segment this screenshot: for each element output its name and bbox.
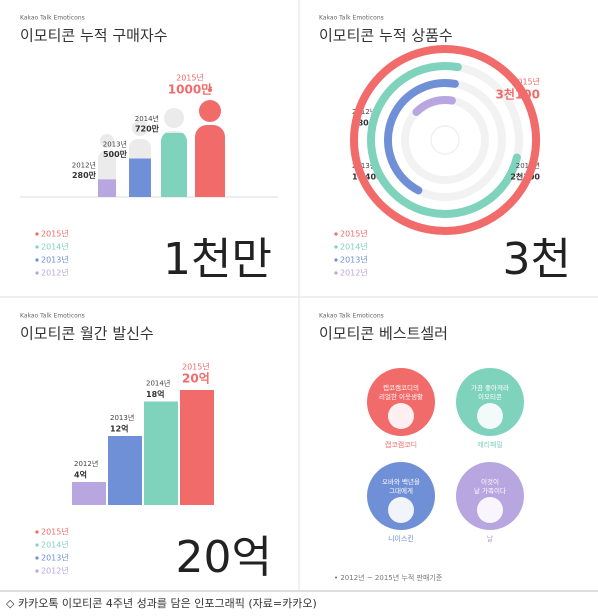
legend-dot [334,271,338,275]
item-quote: 이모티콘 [478,392,502,401]
figure-fill [98,179,116,197]
item-circle [367,368,435,436]
year-label: 2014년 [516,161,540,170]
legend-label: 2013년 [41,553,69,563]
item-quote: 날 가족이다 [474,486,506,495]
item-name: 날 [487,534,494,543]
year-label: 2014년 [135,114,159,123]
value-label: 1천400 [352,172,382,182]
item-quote: 이것이 [481,477,499,486]
legend-label: 2012년 [340,268,368,278]
year-label: 2013년 [352,161,376,170]
legend-label: 2014년 [41,540,69,550]
subtitle: Kakao Talk Emoticons [319,15,384,22]
headline: 1천만 [163,234,272,285]
figure-fill [161,132,187,197]
pointer-dot [208,88,212,92]
legend-dot [334,258,338,262]
legend-dot [334,232,338,236]
legend-dot [35,530,39,534]
value-label: 12억 [110,424,129,434]
legend-label: 2013년 [41,255,69,265]
value-label: 280만 [72,170,97,180]
ring-arc [367,62,521,218]
subtitle: Kakao Talk Emoticons [20,313,85,320]
legend-label: 2015년 [340,229,368,239]
item-name: 캡코캠코디 [385,440,417,449]
headline: 20억 [176,532,272,583]
legend-dot [334,245,338,249]
year-label: 2015년 [176,73,204,83]
year-label: 2013년 [110,413,134,422]
legend-dot [35,232,39,236]
face [430,125,460,155]
subtitle: Kakao Talk Emoticons [319,313,384,320]
legend-dot [35,543,39,547]
bar [144,401,178,505]
bar [108,436,142,505]
subtitle: Kakao Talk Emoticons [20,15,85,22]
item-face [388,497,414,523]
value-label: 500만 [103,149,128,159]
legend-label: 2013년 [340,255,368,265]
legend-label: 2012년 [41,566,69,576]
item-circle [456,462,524,530]
item-face [477,497,503,523]
figure [161,108,187,197]
value-label: 20억 [182,372,210,386]
legend-label: 2014년 [340,242,368,252]
value-label: 720만 [135,123,160,133]
figure-fill [129,158,151,197]
year-label: 2012년 [352,107,376,116]
legend-label: 2015년 [41,527,69,537]
legend-dot [35,569,39,573]
title: 이모티콘 누적 상품수 [319,27,453,45]
year-label: 2014년 [146,379,170,388]
figure [195,100,225,197]
ring-arc [350,45,540,235]
item-name: 제리패밀 [477,440,503,449]
legend-dot [35,271,39,275]
value-label: 4억 [74,470,87,480]
legend-dot [35,245,39,249]
item-name: 니이스킨 [388,534,414,543]
year-label: 2013년 [103,140,127,149]
headline: 3천 [503,234,571,285]
year-label: 2015년 [512,77,540,87]
item-face [388,403,414,429]
item-quote: 캡코캠코디의 [383,383,419,392]
item-circle [367,462,435,530]
title: 이모티콘 베스트셀러 [319,325,448,343]
item-quote: 오바와 백년을 [382,477,420,486]
legend-label: 2012년 [41,268,69,278]
year-label: 2012년 [74,459,98,468]
item-circle [456,368,524,436]
value-label: 1000만 [168,82,212,97]
bar [180,390,214,505]
value-label: 18억 [146,389,165,399]
title: 이모티콘 누적 구매자수 [20,27,168,45]
legend-dot [35,556,39,560]
item-quote: 그대에게 [389,486,413,495]
note: • 2012년 ~ 2015년 누적 판매기준 [334,573,443,582]
bar [72,482,106,505]
legend-dot [35,258,39,262]
item-quote: 리얼한 이웃생활 [379,392,423,401]
year-label: 2015년 [182,362,210,372]
caption: ◇ 카카오톡 이모티콘 4주년 성과를 담은 인포그래픽 (자료=카카오) [6,597,317,610]
legend-label: 2015년 [41,229,69,239]
title: 이모티콘 월간 발신수 [20,325,154,343]
ring-arc [412,96,456,117]
item-face [477,403,503,429]
ring-arc [384,79,459,195]
year-label: 2012년 [72,160,96,169]
value-label: 480 [352,119,369,128]
item-quote: 가끔 좋아져라 [471,383,509,392]
legend-label: 2014년 [41,242,69,252]
figure-fill [195,100,225,197]
value-label: 3천100 [496,87,540,102]
